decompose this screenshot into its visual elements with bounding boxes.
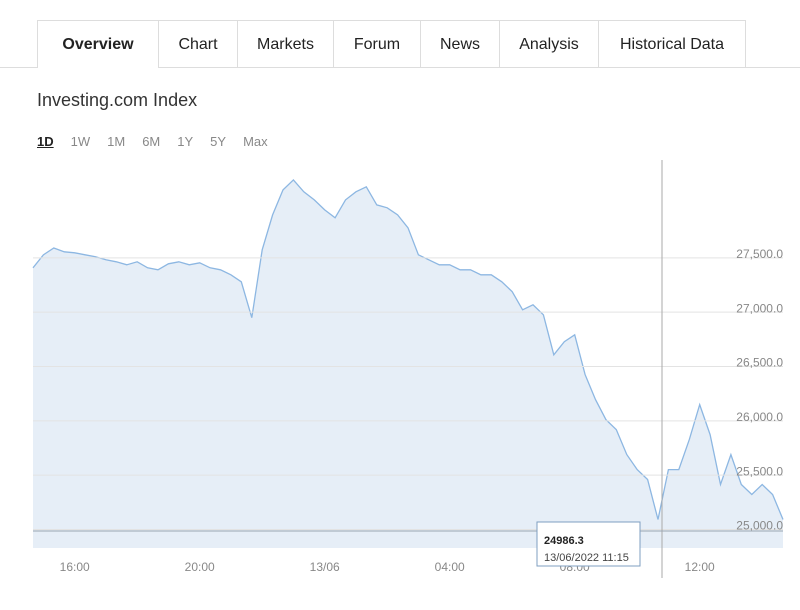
tab[interactable]: Markets [237,20,334,67]
x-tick-label: 12:00 [685,560,715,574]
tab[interactable]: Forum [333,20,421,67]
area [33,179,783,548]
x-tick-label: 20:00 [185,560,215,574]
y-tick-label: 25,500.0 [736,464,783,478]
tab-bar: Overview Chart Markets Forum News Analys… [0,20,800,68]
tooltip-box [536,521,641,567]
range-button[interactable]: 1D [37,134,54,149]
tooltip-value: 24986.3 [544,535,584,547]
x-tick-label: 16:00 [60,560,90,574]
x-tick-label: 13/06 [310,560,340,574]
y-tick-label: 25,000.0 [736,519,783,533]
range-button[interactable]: Max [243,134,268,149]
range-button[interactable]: 1M [107,134,126,149]
range-button[interactable]: 5Y [210,134,227,149]
range-button[interactable]: 1W [70,134,91,149]
range-button[interactable]: 1Y [177,134,194,149]
tab[interactable]: Historical Data [598,20,746,67]
tab[interactable]: Analysis [499,20,599,67]
tooltip-time: 13/06/2022 11:15 [544,552,629,564]
tab[interactable]: News [420,20,500,67]
tab[interactable]: Chart [158,20,238,67]
x-tick-label: 04:00 [435,560,465,574]
tab[interactable]: Overview [37,20,159,68]
range-button[interactable]: 6M [142,134,161,149]
tab-baseline [0,67,800,68]
y-tick-label: 26,000.0 [736,410,783,424]
range-selector: 1D 1W 1M 6M 1Y 5Y Max [37,134,285,149]
line [32,178,784,520]
y-tick-label: 27,500.0 [736,247,783,261]
y-tick-label: 26,500.0 [736,356,783,370]
y-tick-label: 27,000.0 [736,301,783,315]
index-title: Investing.com Index [37,90,198,110]
